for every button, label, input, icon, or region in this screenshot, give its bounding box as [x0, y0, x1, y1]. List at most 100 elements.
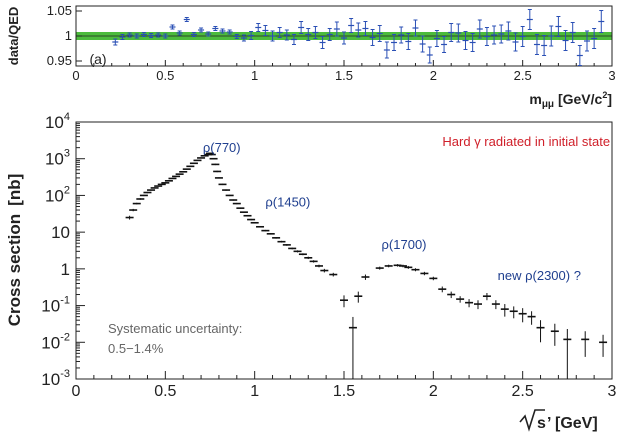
cross-section-data-point — [527, 311, 536, 325]
ratio-data-point — [383, 41, 390, 59]
ratio-data-point — [133, 33, 140, 39]
cross-section-data-point — [447, 291, 456, 299]
ratio-x-tick-label: 2 — [430, 68, 437, 83]
cross-section-data-point — [298, 253, 307, 256]
cross-section-data-point — [491, 300, 500, 310]
ratio-data-point — [541, 35, 548, 56]
ratio-data-point — [562, 30, 569, 51]
y-axis-title-text: Cross section — [5, 214, 24, 326]
ratio-data-point — [319, 36, 326, 49]
y-tick-label: 103 — [45, 148, 70, 169]
x-tick-label: 1.5 — [333, 383, 355, 400]
cross-section-data-point — [161, 182, 170, 184]
ratio-axes: 0 0.5 1 1.5 2 2.5 3 0.95 1 1.05 — [47, 3, 616, 83]
cross-section-data-point — [563, 329, 572, 379]
ratio-data-point — [598, 10, 605, 33]
cross-section-data-point — [550, 323, 559, 346]
ratio-data-point — [176, 30, 183, 36]
cross-section-data-point — [222, 189, 231, 191]
cross-section-data-point — [139, 194, 148, 197]
cross-section-data-point — [429, 276, 438, 281]
ratio-data-point — [505, 21, 512, 41]
cross-section-data-point — [168, 177, 177, 180]
cross-section-data-point — [293, 250, 302, 253]
cross-section-data-point — [288, 247, 297, 250]
ratio-data-point — [312, 26, 319, 39]
x-axis-title-symbol: m — [529, 91, 541, 107]
cross-section-data-point — [340, 295, 348, 308]
ratio-data-point — [455, 23, 462, 43]
cross-section-data-point — [125, 215, 134, 220]
y-axis-title-unit: [nb] — [5, 174, 24, 206]
resonance-label: ρ(1700) — [382, 237, 427, 252]
ratio-data-point — [226, 29, 233, 35]
ratio-x-tick-label: 0.5 — [156, 68, 174, 83]
cross-section-data-point — [218, 183, 227, 186]
ratio-data-point — [212, 26, 219, 31]
cross-section-data-point — [256, 225, 265, 228]
ratio-data-point — [462, 31, 469, 50]
cross-section-data-point — [420, 271, 429, 276]
cross-section-data-point — [509, 306, 518, 319]
y-tick-label: 10-1 — [41, 295, 70, 316]
ratio-data-point — [162, 33, 169, 39]
x-tick-label: 1 — [250, 383, 259, 400]
cross-section-data-point — [500, 304, 509, 317]
cross-section-data-point — [266, 233, 275, 235]
ratio-data-point — [298, 21, 305, 34]
cross-section-data-point — [456, 296, 465, 303]
ratio-data-point — [441, 36, 448, 53]
ratio-data-point — [512, 32, 519, 52]
cross-section-data-point — [304, 256, 313, 260]
resonance-annotations: ρ(770) ρ(1450) ρ(1700) new ρ(2300) ? Hard γ … — [203, 134, 610, 283]
ratio-data-point — [355, 22, 362, 38]
ratio-x-tick-label: 2.5 — [514, 68, 532, 83]
ratio-data-point — [476, 19, 483, 39]
cross-section-data-point — [361, 274, 370, 280]
x-tick-label: 0.5 — [154, 383, 176, 400]
ratio-data-point — [533, 34, 540, 55]
ratio-x-tick-label: 1 — [251, 68, 258, 83]
ratio-data-point — [376, 25, 383, 42]
cross-section-data-point — [225, 194, 234, 197]
ratio-data-point — [112, 38, 119, 46]
cross-section-data-point — [581, 331, 590, 357]
cross-section-data-point — [282, 244, 291, 246]
ratio-data-point — [348, 18, 355, 33]
sqrt-symbol — [519, 409, 545, 432]
cross-section-data-point — [465, 299, 474, 308]
ratio-data-point — [140, 32, 147, 37]
x-axis-title-unit: ’ [GeV] — [547, 415, 598, 432]
ratio-data-point — [283, 29, 290, 41]
y-tick-label: 1 — [61, 260, 70, 279]
cross-section-data-point — [272, 237, 281, 239]
x-tick-label: 0 — [72, 383, 81, 400]
cross-section-data-point — [518, 308, 527, 323]
ratio-data-point — [169, 24, 176, 30]
ratio-data-point — [448, 23, 455, 42]
cross-section-data-point — [261, 229, 270, 232]
y-tick-label: 104 — [45, 111, 70, 132]
cross-section-data-point — [189, 162, 198, 165]
cross-section-data-point — [207, 153, 216, 156]
cross-section-data-point — [182, 168, 191, 170]
ratio-data-point — [190, 32, 197, 37]
x-axis-title-unit-exponent: 2 — [602, 90, 607, 100]
resonance-label: ρ(1450) — [265, 194, 310, 209]
initial-state-radiation-note: Hard γ radiated in initial state — [442, 134, 610, 149]
cross-section-data-point — [157, 183, 166, 186]
ratio-y-tick-label: 1.05 — [47, 3, 72, 18]
cross-section-panel: 0 0.5 1 1.5 2 2.5 3 10-3 10-2 10-1 1 10 102 103 104 ρ(… — [5, 111, 617, 432]
ratio-data-point — [591, 28, 598, 49]
cross-section-data-point — [132, 202, 141, 205]
ratio-data-point — [305, 28, 312, 41]
cross-section-data-point — [247, 218, 256, 221]
cross-section-data-point — [229, 199, 238, 201]
ratio-data-point — [469, 33, 476, 52]
ratio-data-point — [369, 29, 376, 46]
cross-section-data-point — [329, 272, 338, 277]
ratio-data-point — [483, 27, 490, 46]
ratio-data-points — [112, 9, 605, 66]
cross-section-data-point — [384, 264, 393, 268]
